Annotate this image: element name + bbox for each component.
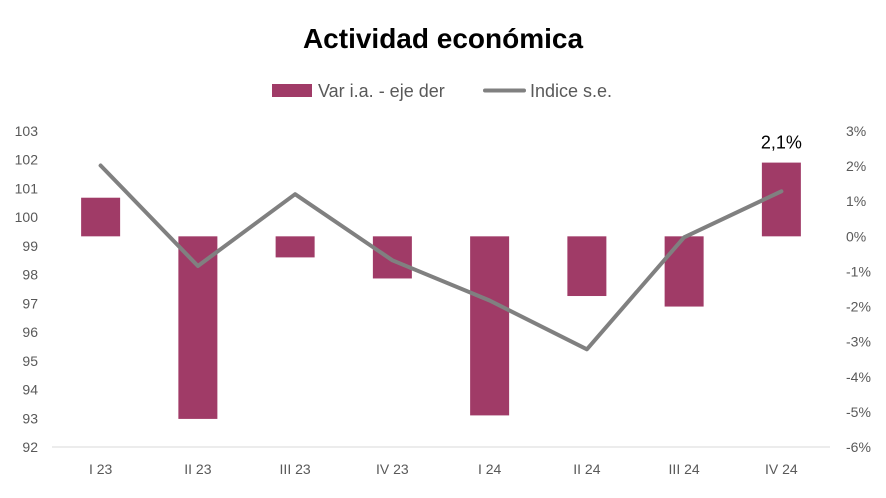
y-left-tick-label: 97	[22, 295, 38, 311]
x-tick-label: III 23	[280, 461, 311, 477]
y-left-tick-label: 96	[22, 324, 38, 340]
series-line-indice	[98, 163, 784, 352]
x-tick-label: IV 24	[765, 461, 798, 477]
bar	[470, 236, 510, 416]
x-tick-label: III 24	[669, 461, 700, 477]
y-left-tick-label: 98	[22, 267, 38, 283]
y-left-tick-label: 92	[22, 439, 38, 455]
x-tick-label: II 24	[573, 461, 600, 477]
y-right-tick-label: -4%	[846, 369, 871, 385]
bar	[664, 236, 704, 307]
y-left-tick-label: 103	[15, 123, 39, 139]
y-right-tick-label: 2%	[846, 158, 866, 174]
chart-title: Actividad económica	[303, 23, 584, 54]
y-right-tick-label: -6%	[846, 439, 871, 455]
y-left-tick-label: 100	[15, 209, 39, 225]
legend-swatch-bar	[272, 84, 312, 97]
y-left-tick-label: 102	[15, 152, 39, 168]
bar	[81, 197, 121, 237]
x-tick-label: II 23	[184, 461, 211, 477]
y-left-tick-label: 94	[22, 382, 38, 398]
bar	[275, 236, 315, 258]
y-left-tick-label: 101	[15, 180, 39, 196]
y-right-tick-label: -1%	[846, 263, 871, 279]
y-right-tick-label: 1%	[846, 193, 866, 209]
bar	[567, 236, 607, 297]
y-right-tick-label: 3%	[846, 123, 866, 139]
y-right-tick-label: -2%	[846, 299, 871, 315]
x-tick-label: I 24	[478, 461, 502, 477]
y-left-tick-label: 95	[22, 353, 38, 369]
x-tick-label: I 23	[89, 461, 113, 477]
y-right-tick-label: -5%	[846, 404, 871, 420]
plot-area: 92 93 94 95 96 97 98 99 100 101 102 103 -6% -5% -4% -3%…	[15, 123, 871, 477]
legend-label-line: Indice s.e.	[530, 81, 612, 101]
y-left-tick-label: 99	[22, 238, 38, 254]
bar	[372, 236, 412, 279]
x-tick-label: IV 23	[376, 461, 409, 477]
y-right-tick-label: -3%	[846, 334, 871, 350]
y-left-tick-label: 93	[22, 410, 38, 426]
legend: Var i.a. - eje der Indice s.e.	[272, 81, 612, 101]
y-right-tick-label: 0%	[846, 228, 866, 244]
legend-label-bar: Var i.a. - eje der	[318, 81, 445, 101]
data-label: 2,1%	[761, 133, 802, 153]
